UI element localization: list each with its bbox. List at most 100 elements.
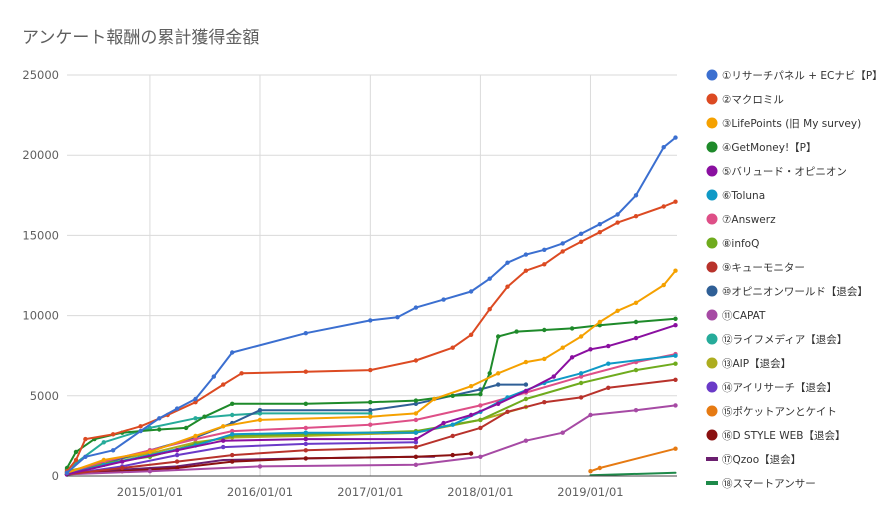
data-point [487,276,492,281]
data-point [174,406,180,411]
legend-item[interactable]: ⑥Toluna [706,189,766,203]
data-point [413,411,419,416]
legend-marker [706,285,718,297]
legend-item[interactable]: ②マクロミル [706,93,784,107]
legend-item[interactable]: ⑤バリュード・オピニオン [706,165,847,179]
data-point [633,367,639,373]
legend-label: ③LifePoints (旧 My survey) [722,118,861,130]
data-point [257,408,263,413]
data-point [661,204,666,209]
data-point [633,335,639,341]
legend-item[interactable]: ⑪CAPAT [706,309,767,323]
series-line [66,441,417,476]
series-9 [64,377,678,477]
data-point [496,371,501,376]
data-point [303,448,308,453]
series-line [66,269,677,474]
axes: 0 5000 10000 15000 20000 25000 2015/01/01 2016/… [22,68,677,499]
data-point [303,369,308,374]
chart-title: アンケート報酬の累計獲得金額 [22,28,259,48]
series-3 [64,268,678,475]
data-point [230,412,235,418]
legend-label: ⑭アイリサーチ【退会】 [722,381,837,394]
legend-item[interactable]: ⑧infoQ [706,237,760,251]
series-line [66,404,677,476]
y-tick-label: 5000 [30,389,59,403]
data-point [368,367,373,373]
data-point [174,452,180,458]
legend-item[interactable]: ⑫ライフメディア【退会】 [706,333,848,346]
plot-area [64,135,678,477]
x-tick-label: 2018/01/01 [447,485,513,499]
data-point [673,361,678,366]
data-point [147,449,153,455]
data-point [413,440,419,445]
data-point [588,469,593,474]
x-tick-label: 2015/01/01 [117,485,183,499]
legend-item[interactable]: ⑱スマートアンサー [706,478,816,490]
legend-marker [706,381,718,393]
legend-item[interactable]: ⑰Qzoo【退会】 [706,453,801,466]
legend-item[interactable]: ④GetMoney!【P】 [706,141,817,155]
data-point [487,307,492,312]
data-point [221,438,226,443]
data-point [202,414,207,419]
legend-item[interactable]: ⑩オピニオンワールド【退会】 [706,285,868,298]
legend-marker [706,141,718,153]
data-point [450,345,455,350]
data-point [413,454,419,459]
data-point [413,401,419,406]
y-tick-label: 10000 [22,309,59,323]
data-point [673,316,678,321]
data-point [230,428,235,434]
legend-item[interactable]: ①リサーチパネル + ECナビ【P】 [706,69,883,83]
legend-item[interactable]: ⑭アイリサーチ【退会】 [706,381,837,394]
series-10 [64,382,529,477]
legend-label: ⑦Answerz [722,214,776,226]
data-point [138,428,143,434]
data-point [193,436,198,442]
legend-label: ⑧infoQ [722,238,759,250]
data-point [578,231,584,236]
data-point [542,356,547,362]
data-point [478,425,483,431]
data-point [174,459,180,464]
legend-marker [706,457,718,461]
data-point [64,470,70,475]
data-point [578,380,584,386]
legend-item[interactable]: ⑮ポケットアンとケイト [706,405,837,419]
series-line [66,452,473,476]
legend-label: ④GetMoney!【P】 [722,142,816,154]
data-point [157,416,162,421]
data-point [450,433,455,439]
data-point [468,412,474,418]
legend-label: ⑨キューモニター [722,262,805,274]
data-point [193,433,198,439]
data-point [450,393,455,398]
legend-label: ⑱スマートアンサー [722,478,816,490]
data-point [257,417,263,423]
legend-label: ⑰Qzoo【退会】 [722,453,801,466]
data-point [542,327,547,333]
data-point [496,401,501,406]
legend-label: ⑤バリュード・オピニオン [722,166,847,178]
legend-marker [706,93,718,105]
legend-item[interactable]: ③LifePoints (旧 My survey) [706,117,862,131]
data-point [368,411,373,416]
legend-item[interactable]: ⑬AIP【退会】 [706,357,792,370]
legend-marker [706,333,718,345]
data-point [120,459,125,464]
legend-item[interactable]: ⑯D STYLE WEB【退会】 [706,429,846,442]
legend-item[interactable]: ⑦Answerz [706,213,777,227]
data-point [303,331,308,336]
legend-item[interactable]: ⑨キューモニター [706,261,805,275]
data-point [230,432,235,437]
data-point [432,396,437,402]
data-point [578,371,584,376]
data-point [120,465,125,471]
data-point [183,425,189,431]
legend-label: ②マクロミル [722,94,784,106]
data-point [413,398,419,403]
data-point [673,268,678,273]
data-point [578,374,584,379]
